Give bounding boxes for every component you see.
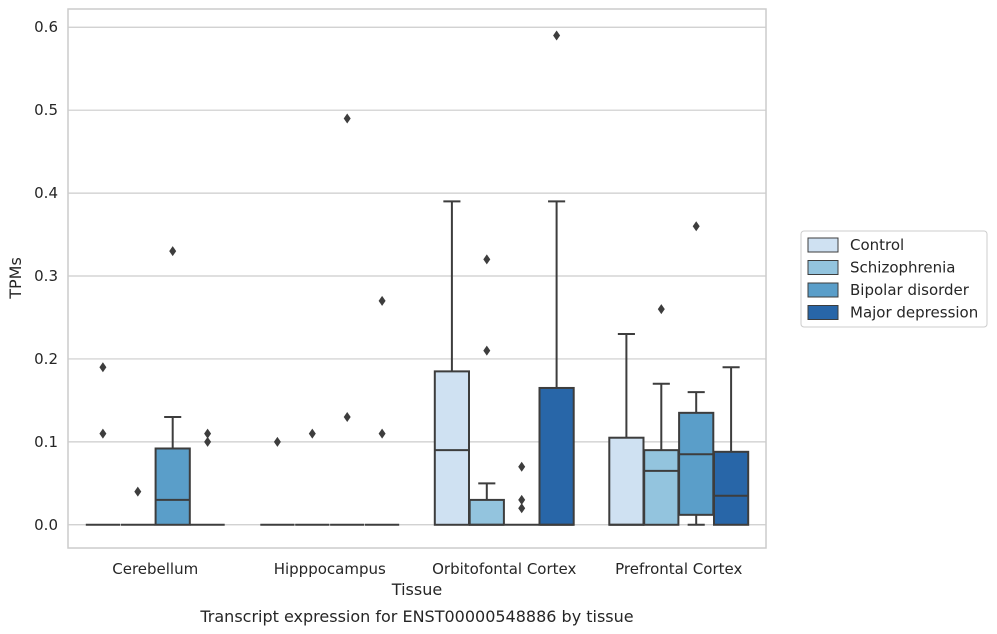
legend-swatch [807,260,839,275]
plot-frame [67,8,767,549]
box-body [678,411,715,516]
x-axis-label: Tissue [391,580,442,599]
y-tick-label: 0.6 [34,18,58,36]
legend-label: Control [850,236,904,254]
legend-label: Schizophrenia [850,259,955,277]
outlier-point [692,221,700,232]
legend-swatch [807,282,839,298]
box-3-2 [678,221,715,526]
legend-frame [800,230,988,328]
x-tick-label: Cerebellum [112,560,198,578]
box-body [608,436,645,526]
box-0-0 [85,362,121,526]
box-0-2 [154,246,191,526]
box-body [538,386,575,526]
y-tick-label: 0.1 [34,433,58,451]
outlier-point [378,295,386,306]
box-body [433,370,471,526]
y-tick-label: 0.2 [34,350,58,368]
legend: Control Schizophrenia Bipolar disorder Majo… [800,230,988,328]
legend-swatch [807,237,839,253]
outlier-point [657,304,665,315]
box-3-1 [643,304,680,526]
y-tick-label: 0.4 [34,184,58,202]
legend-label: Bipolar disorder [850,281,970,299]
box-0-1 [120,486,155,526]
outlier-point [378,428,386,439]
box-1-2 [330,113,365,526]
outlier-point [483,345,491,356]
outlier-point [169,246,177,257]
outlier-point [483,254,491,265]
y-tick-label: 0.0 [34,516,58,534]
y-axis-label: TPMs [6,257,25,300]
outlier-point [273,436,281,447]
box-2-1 [468,254,505,526]
x-tick-label: Hipppocampus [274,560,386,578]
box-body [154,447,191,526]
box-2-3 [538,30,575,526]
x-tick-label: Prefrontal Cortex [615,560,742,578]
outlier-point [204,428,212,439]
x-tick-label: Orbitofontal Cortex [432,560,576,578]
box-body [468,498,505,526]
outlier-point [343,411,351,422]
box-0-3 [190,428,225,526]
outlier-point [518,494,526,505]
outlier-point [553,30,561,41]
y-tick-labels: 0.0 0.1 0.2 0.3 0.4 0.5 0.6 [34,18,58,534]
chart-caption: Transcript expression for ENST0000054888… [199,607,633,626]
box-2-0 [433,200,471,526]
box-3-3 [712,366,750,526]
box-2-2 [504,461,539,526]
legend-label: Major depression [850,304,978,322]
outlier-point [134,486,142,497]
outlier-point [204,436,212,447]
outlier-point [343,113,351,124]
outlier-point [99,362,107,373]
box-1-3 [364,295,400,526]
outlier-point [518,461,526,472]
box-1-1 [295,428,330,526]
outlier-point [308,428,316,439]
box-body [712,450,750,526]
x-tick-labels: Cerebellum Hipppocampus Orbitofontal Corte… [112,560,742,578]
outlier-point [518,503,526,514]
y-tick-label: 0.3 [34,267,58,285]
box-body [643,449,680,526]
grid-lines [68,26,766,526]
legend-swatch [807,305,839,320]
box-3-0 [608,333,645,526]
box-plot-marks [85,30,750,526]
outlier-point [99,428,107,439]
y-tick-label: 0.5 [34,101,58,119]
box-1-0 [260,436,295,526]
